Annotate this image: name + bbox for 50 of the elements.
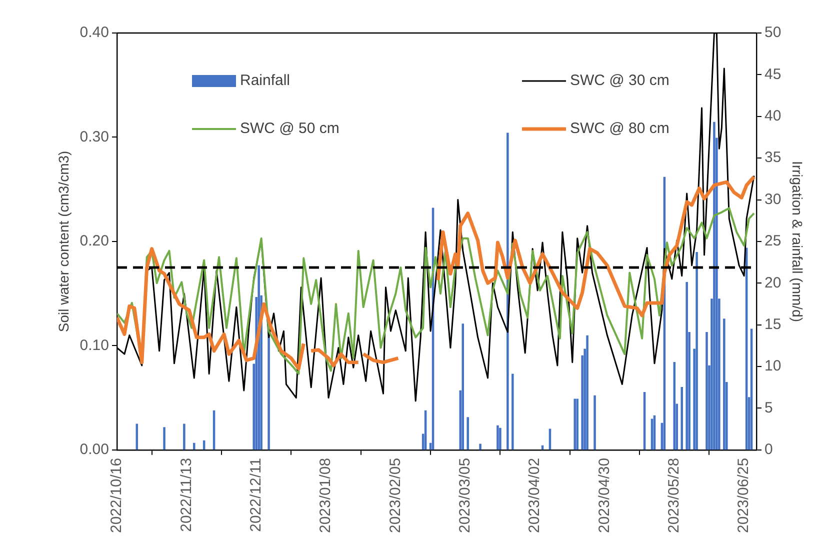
bar: [193, 442, 196, 450]
y2-tick-label: 30: [764, 190, 782, 208]
bar: [576, 398, 578, 450]
legend-label: Rainfall: [240, 72, 290, 90]
bar: [163, 427, 166, 450]
x-tick-label: 2022/11/13: [178, 458, 195, 532]
y-axis-title: Soil water content (cm3/cm3): [55, 150, 72, 332]
bar: [479, 444, 482, 450]
y-tick-label: 0.30: [80, 128, 109, 146]
y2-tick-label: 5: [764, 399, 773, 416]
bar: [496, 425, 499, 450]
x-tick-label: 2023/02/05: [386, 458, 404, 534]
bar: [723, 318, 726, 450]
legend-label: SWC @ 80 cm: [570, 120, 670, 138]
y-tick-label: 0.10: [80, 336, 109, 354]
legend-label: SWC @ 50 cm: [240, 120, 340, 138]
x-tick-label: 2023/01/08: [317, 458, 334, 534]
bar: [594, 395, 596, 450]
bar: [696, 252, 698, 450]
bar: [499, 428, 502, 450]
y-tick-label: 0.20: [80, 232, 109, 250]
y2-axis-title: Irrigation & rainfall (mm/d): [790, 160, 806, 322]
bar: [686, 282, 688, 450]
x-tick-label: 2022/10/16: [108, 458, 126, 534]
y2-tick-label: 25: [764, 232, 782, 250]
y-tick-label: 0.00: [80, 441, 109, 458]
x-tick-label: 2023/05/28: [666, 458, 683, 534]
bar: [512, 374, 514, 450]
bar: [466, 417, 469, 450]
bar: [713, 122, 716, 450]
y2-tick-label: 50: [764, 24, 782, 42]
y2-tick-label: 40: [764, 108, 782, 125]
bar: [586, 335, 588, 450]
x-tick-label: 2023/06/25: [735, 458, 752, 534]
x-tick-label: 2023/03/05: [456, 458, 474, 534]
y2-tick-label: 35: [764, 149, 782, 166]
bar: [574, 398, 576, 450]
y2-tick-label: 0: [764, 441, 773, 458]
x-tick-label: 2022/12/11: [247, 458, 264, 532]
x-tick-label: 2023/04/02: [526, 458, 544, 534]
bar: [183, 424, 186, 450]
y2-tick-label: 20: [764, 274, 782, 292]
y-tick-label: 0.40: [80, 24, 109, 42]
y2-tick-label: 15: [764, 316, 782, 333]
x-tick-label: 2023/04/30: [596, 458, 613, 534]
bar: [706, 332, 708, 450]
legend-label: SWC @ 30 cm: [570, 72, 670, 90]
y2-tick-label: 10: [764, 358, 782, 375]
y2-tick-label: 45: [764, 66, 782, 83]
bar: [680, 387, 683, 450]
